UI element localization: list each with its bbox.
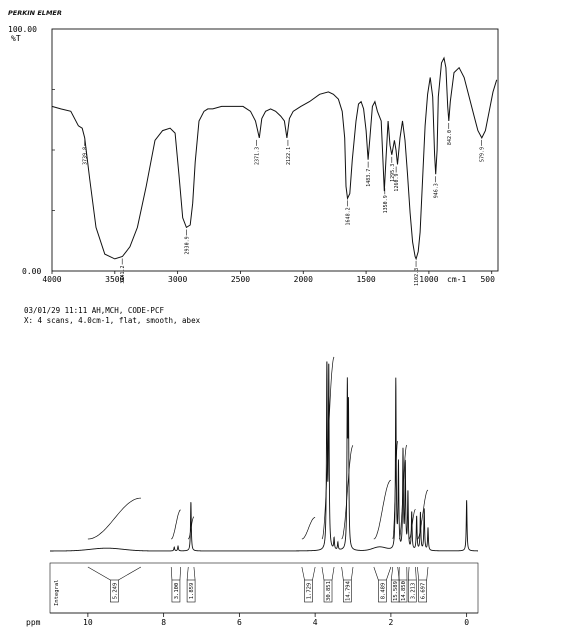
ir-x-unit-label: cm-1 [447, 275, 466, 284]
nmr-integral-value: 14.850 [401, 581, 407, 601]
nmr-integral-curve [341, 445, 354, 540]
nmr-integral-value: 5.249 [112, 583, 118, 600]
ir-peak-label: 1295.3 [390, 164, 396, 182]
nmr-x-tick-label: 2 [388, 618, 393, 627]
nmr-integral-box [398, 579, 408, 603]
nmr-integral-box [323, 579, 333, 603]
nmr-integral-curve [408, 508, 416, 540]
acquisition-params-line: X: 4 scans, 4.0cm-1, flat, smooth, abex [24, 316, 201, 325]
ir-series-line [51, 56, 498, 261]
nmr-integral-curve [87, 497, 141, 540]
nmr-integral-bracket [398, 566, 408, 581]
nmr-integral-value: 15.589 [393, 581, 399, 601]
nmr-x-tick-label: 0 [464, 618, 469, 627]
nmr-integral-value: 30.851 [326, 581, 332, 601]
ir-peak-label: 579.9 [480, 147, 486, 162]
ir-x-tick-label: 1000 [419, 275, 438, 284]
nmr-integral-curve [417, 489, 429, 540]
ir-x-tick-label: 1500 [356, 275, 375, 284]
nmr-integral-value: 1.859 [189, 583, 195, 600]
ir-y-bottom-label: 0.00 [22, 267, 41, 276]
nmr-integral-curve [171, 509, 181, 540]
nmr-integral-value: 3.100 [174, 583, 180, 600]
nmr-integral-curve [373, 479, 392, 540]
ir-peak-label: 2930.9 [184, 236, 190, 254]
nmr-integral-curve [398, 444, 407, 540]
nmr-integral-axis-label: Integral [54, 580, 60, 607]
ir-x-tick-label: 2500 [231, 275, 250, 284]
nmr-integral-bracket [407, 566, 417, 581]
ir-peak-label: 1350.9 [383, 195, 389, 213]
nmr-spectrum-line [50, 361, 478, 552]
nmr-integral-curve [301, 517, 316, 540]
nmr-integral-bracket [87, 566, 142, 581]
nmr-integral-value: 1.729 [307, 583, 313, 600]
nmr-x-axis-label: ppm [26, 618, 41, 627]
brand-logo: PERKIN ELMER [8, 9, 62, 17]
ir-x-tick-label: 3000 [168, 275, 187, 284]
nmr-integral-box [407, 579, 417, 603]
nmr-integral-value: 6.697 [421, 583, 427, 600]
nmr-integral-bracket [390, 566, 400, 581]
nmr-integral-box [343, 579, 352, 603]
ir-plot-frame [51, 28, 499, 272]
nmr-integral-box [378, 579, 387, 603]
ir-peak-label: 1260.9 [394, 174, 400, 192]
nmr-integral-box [304, 579, 313, 603]
nmr-integral-box [110, 579, 119, 603]
ir-peak-label: 1648.2 [346, 207, 352, 225]
nmr-integral-bracket [321, 566, 335, 581]
nmr-integral-bracket [301, 566, 316, 581]
nmr-integral-curve [188, 516, 195, 540]
ir-x-tick-label: 3500 [105, 275, 124, 284]
nmr-integral-bracket [373, 566, 392, 581]
ir-peak-label: 946.3 [434, 183, 440, 198]
ir-x-tick-label: 4000 [42, 275, 61, 284]
nmr-x-tick-label: 6 [237, 618, 242, 627]
nmr-integral-bracket [341, 566, 354, 581]
nmr-integral-value: 14.794 [345, 580, 351, 601]
acquisition-date-line: 03/01/29 11:11 AH,MCH, CODE-PCF [24, 306, 164, 315]
ir-peak-label: 1102.3 [414, 268, 420, 286]
ir-peak-label: 2122.1 [286, 147, 292, 165]
nmr-integral-curve [321, 356, 335, 540]
ir-peak-label: 842.0 [447, 130, 453, 145]
nmr-integral-bracket [186, 566, 196, 581]
ir-y-top-label: 100.00 [8, 25, 37, 34]
ir-spectrum-chart: 100.00 %T 0.00 cm-1 4000 3500 3000 2500 2000… [8, 25, 499, 286]
nmr-integral-box [171, 579, 181, 603]
ir-peak-label: 1483.7 [366, 169, 372, 187]
ir-x-tick-label: 2000 [294, 275, 313, 284]
nmr-integral-box [186, 579, 196, 603]
ir-peak-label: 3441.2 [120, 266, 126, 284]
ir-x-tick-label: 500 [480, 275, 495, 284]
nmr-integral-curve [392, 440, 398, 540]
nmr-spectrum-chart: Integral 5.249 3.100 1.859 1.729 30.851 14.79… [26, 356, 479, 627]
ir-peak-label: 2371.3 [255, 147, 261, 165]
nmr-integral-bracket [417, 566, 429, 581]
nmr-x-tick-label: 8 [161, 618, 166, 627]
nmr-integral-value: 8.489 [380, 583, 386, 600]
nmr-integral-bracket [170, 566, 181, 581]
ir-peak-label: 3739.8 [83, 147, 89, 165]
nmr-x-tick-label: 4 [313, 618, 318, 627]
ir-y-axis-label: %T [11, 34, 21, 43]
nmr-integral-value: 3.213 [410, 583, 416, 600]
nmr-x-tick-label: 10 [83, 618, 93, 627]
nmr-integral-box [418, 579, 428, 603]
